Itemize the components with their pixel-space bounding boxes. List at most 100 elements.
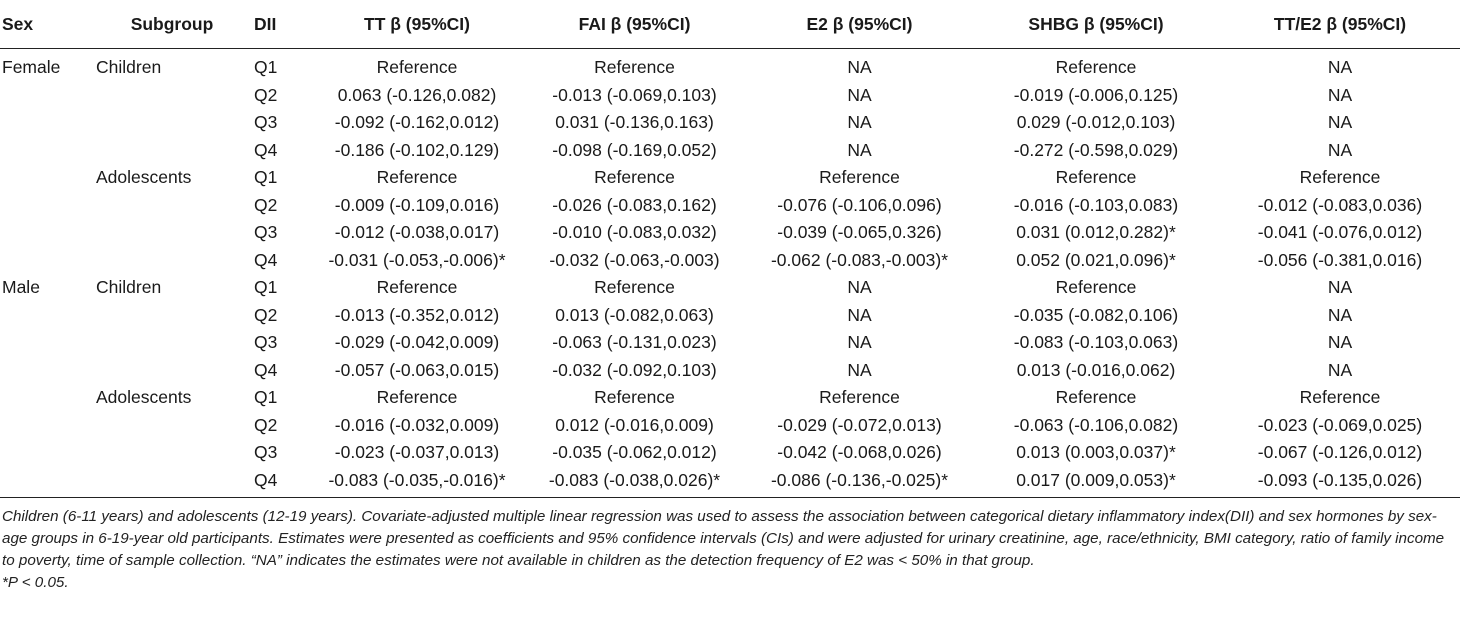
cell-tt-e2: NA bbox=[1327, 139, 1353, 160]
cell-sex bbox=[0, 164, 92, 192]
cell-tt-e2: -0.041 (-0.076,0.012) bbox=[1257, 222, 1423, 243]
cell-tt-e2: -0.023 (-0.069,0.025) bbox=[1257, 414, 1423, 435]
table-body: Female Children Q1 Reference Reference NA Refe… bbox=[0, 49, 1460, 498]
cell-tt: Reference bbox=[376, 57, 458, 78]
cell-e2: -0.076 (-0.106,0.096) bbox=[777, 194, 942, 215]
cell-subgroup bbox=[92, 82, 252, 110]
cell-fai: -0.063 (-0.131,0.023) bbox=[552, 332, 717, 353]
cell-subgroup bbox=[92, 109, 252, 137]
header-tt: TT β (95%CI) bbox=[312, 0, 522, 49]
cell-shbg: Reference bbox=[1055, 387, 1137, 408]
table-row: Q2 0.063 (-0.126,0.082) -0.013 (-0.069,0.1… bbox=[0, 82, 1460, 110]
cell-fai: Reference bbox=[594, 277, 675, 298]
cell-fai: Reference bbox=[594, 387, 675, 408]
cell-tt: Reference bbox=[376, 277, 458, 298]
results-table: Sex Subgroup DII TT β (95%CI) FAI β (95%… bbox=[0, 0, 1460, 498]
cell-shbg: -0.063 (-0.106,0.082) bbox=[1013, 414, 1179, 435]
table-row: Q4 -0.083 (-0.035,-0.016)* -0.083 (-0.038,… bbox=[0, 466, 1460, 498]
cell-shbg: -0.035 (-0.082,0.106) bbox=[1013, 304, 1179, 325]
cell-fai: Reference bbox=[594, 57, 675, 78]
table-row: Q3 -0.023 (-0.037,0.013) -0.035 (-0.062,0.… bbox=[0, 439, 1460, 467]
cell-tt: -0.092 (-0.162,0.012) bbox=[334, 112, 500, 133]
cell-dii: Q3 bbox=[254, 332, 278, 353]
cell-subgroup: Children bbox=[96, 277, 162, 298]
cell-tt: -0.012 (-0.038,0.017) bbox=[334, 222, 500, 243]
table-row: Q4 -0.057 (-0.063,0.015) -0.032 (-0.092,0.… bbox=[0, 357, 1460, 385]
cell-tt-e2: NA bbox=[1327, 57, 1353, 78]
header-subgroup: Subgroup bbox=[92, 0, 252, 49]
cell-e2: NA bbox=[847, 304, 872, 325]
cell-shbg: Reference bbox=[1055, 277, 1137, 298]
cell-tt: -0.023 (-0.037,0.013) bbox=[334, 442, 500, 463]
cell-dii: Q3 bbox=[254, 442, 278, 463]
cell-tt: -0.016 (-0.032,0.009) bbox=[334, 414, 500, 435]
cell-subgroup bbox=[92, 439, 252, 467]
cell-e2: -0.086 (-0.136,-0.025)* bbox=[747, 466, 972, 498]
cell-dii: Q3 bbox=[254, 112, 278, 133]
cell-e2: NA bbox=[847, 277, 872, 298]
cell-sex bbox=[0, 192, 92, 220]
cell-fai: Reference bbox=[594, 167, 675, 188]
cell-fai: -0.083 (-0.038,0.026)* bbox=[522, 466, 747, 498]
cell-sex bbox=[0, 219, 92, 247]
cell-fai: 0.031 (-0.136,0.163) bbox=[555, 112, 714, 133]
cell-subgroup bbox=[92, 412, 252, 440]
cell-sex bbox=[0, 329, 92, 357]
cell-shbg: 0.017 (0.009,0.053)* bbox=[972, 466, 1220, 498]
document-page: Sex Subgroup DII TT β (95%CI) FAI β (95%… bbox=[0, 0, 1460, 591]
cell-shbg: Reference bbox=[1055, 57, 1137, 78]
table-row: Q3 -0.092 (-0.162,0.012) 0.031 (-0.136,0.1… bbox=[0, 109, 1460, 137]
cell-shbg: 0.031 (0.012,0.282)* bbox=[1016, 222, 1176, 243]
cell-e2: NA bbox=[847, 57, 872, 78]
cell-subgroup bbox=[92, 192, 252, 220]
table-row: Q3 -0.012 (-0.038,0.017) -0.010 (-0.083,0.… bbox=[0, 219, 1460, 247]
cell-shbg: Reference bbox=[1055, 167, 1137, 188]
cell-tt: 0.063 (-0.126,0.082) bbox=[337, 84, 497, 105]
header-dii: DII bbox=[252, 0, 312, 49]
table-row: Q3 -0.029 (-0.042,0.009) -0.063 (-0.131,0.… bbox=[0, 329, 1460, 357]
cell-subgroup: Children bbox=[96, 57, 162, 78]
cell-fai: -0.013 (-0.069,0.103) bbox=[552, 84, 717, 105]
cell-dii: Q1 bbox=[254, 167, 278, 188]
cell-subgroup bbox=[92, 302, 252, 330]
cell-tt: -0.029 (-0.042,0.009) bbox=[334, 332, 500, 353]
table-row: Q2 -0.013 (-0.352,0.012) 0.013 (-0.082,0.0… bbox=[0, 302, 1460, 330]
cell-dii: Q2 bbox=[254, 304, 278, 325]
cell-e2: -0.039 (-0.065,0.326) bbox=[777, 222, 942, 243]
cell-dii: Q4 bbox=[254, 359, 278, 380]
cell-tt: -0.013 (-0.352,0.012) bbox=[334, 304, 500, 325]
cell-dii: Q4 bbox=[254, 139, 278, 160]
cell-sex: Female bbox=[2, 57, 61, 78]
cell-tt: -0.186 (-0.102,0.129) bbox=[334, 139, 500, 160]
table-row: Q2 -0.016 (-0.032,0.009) 0.012 (-0.016,0.0… bbox=[0, 412, 1460, 440]
table-row: Q2 -0.009 (-0.109,0.016) -0.026 (-0.083,0.… bbox=[0, 192, 1460, 220]
cell-subgroup bbox=[92, 137, 252, 165]
cell-dii: Q3 bbox=[254, 222, 278, 243]
cell-fai: -0.035 (-0.062,0.012) bbox=[552, 442, 717, 463]
cell-shbg: -0.272 (-0.598,0.029) bbox=[1013, 139, 1179, 160]
cell-subgroup bbox=[92, 466, 252, 498]
header-fai: FAI β (95%CI) bbox=[522, 0, 747, 49]
cell-dii: Q1 bbox=[254, 277, 278, 298]
cell-dii: Q1 bbox=[254, 57, 278, 78]
cell-tt-e2: -0.056 (-0.381,0.016) bbox=[1257, 249, 1423, 270]
cell-shbg: -0.083 (-0.103,0.063) bbox=[1013, 332, 1179, 353]
header-shbg: SHBG β (95%CI) bbox=[972, 0, 1220, 49]
cell-dii: Q2 bbox=[254, 84, 278, 105]
table-row: Q4 -0.186 (-0.102,0.129) -0.098 (-0.169,0.… bbox=[0, 137, 1460, 165]
cell-tt-e2: -0.093 (-0.135,0.026) bbox=[1220, 466, 1460, 498]
cell-sex bbox=[0, 466, 92, 498]
cell-e2: -0.042 (-0.068,0.026) bbox=[777, 442, 942, 463]
cell-subgroup bbox=[92, 247, 252, 275]
cell-subgroup bbox=[92, 357, 252, 385]
cell-tt-e2: NA bbox=[1327, 277, 1353, 298]
cell-shbg: -0.016 (-0.103,0.083) bbox=[1013, 194, 1179, 215]
cell-subgroup: Adolescents bbox=[96, 167, 192, 188]
cell-e2: -0.029 (-0.072,0.013) bbox=[777, 414, 942, 435]
cell-tt: -0.009 (-0.109,0.016) bbox=[334, 194, 500, 215]
table-row: Adolescents Q1 Reference Reference Reference… bbox=[0, 384, 1460, 412]
cell-e2: NA bbox=[847, 359, 872, 380]
footnote-text: Children (6-11 years) and adolescents (1… bbox=[2, 508, 1445, 569]
cell-sex bbox=[0, 384, 92, 412]
table-row: Adolescents Q1 Reference Reference Reference… bbox=[0, 164, 1460, 192]
